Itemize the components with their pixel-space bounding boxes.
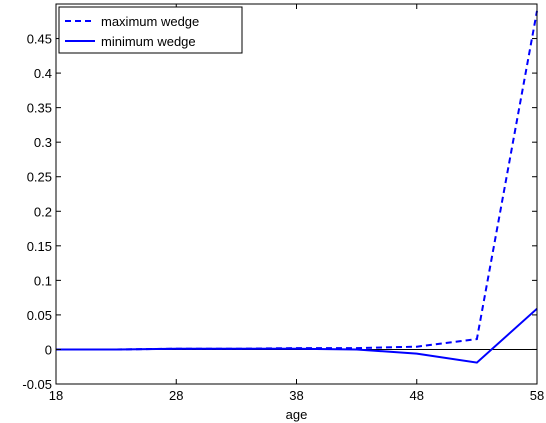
y-tick-label: 0.25 [27,170,52,185]
series-line-minimum-wedge [56,307,538,364]
y-tick-label: 0.1 [34,273,52,288]
x-tick-label: 28 [169,388,183,403]
axes-layer: -0.05 0 0.05 0.1 0.15 0.2 0.25 0.3 0.35 0.4 0.45 18… [22,3,544,403]
x-axis-label: age [286,407,308,422]
series-layer [56,10,538,364]
legend-label: maximum wedge [101,14,199,29]
y-tick-label: 0.3 [34,135,52,150]
x-tick-label: 18 [49,388,63,403]
y-tick-label: 0.35 [27,101,52,116]
y-tick-label: 0.4 [34,66,52,81]
legend: maximum wedge minimum wedge [58,6,243,54]
y-tick-label: -0.05 [22,377,52,392]
y-tick-label: 0.2 [34,204,52,219]
y-tick-label: 0 [45,342,52,357]
x-tick-label: 48 [410,388,424,403]
legend-label: minimum wedge [101,34,196,49]
y-tick-label: 0.15 [27,239,52,254]
y-tick-label: 0.05 [27,308,52,323]
x-tick-label: 58 [530,388,544,403]
legend-box [58,6,243,54]
y-tick-label: 0.45 [27,32,52,47]
x-tick-label: 38 [289,388,303,403]
plot-background [56,4,537,384]
plot-area [56,4,537,384]
